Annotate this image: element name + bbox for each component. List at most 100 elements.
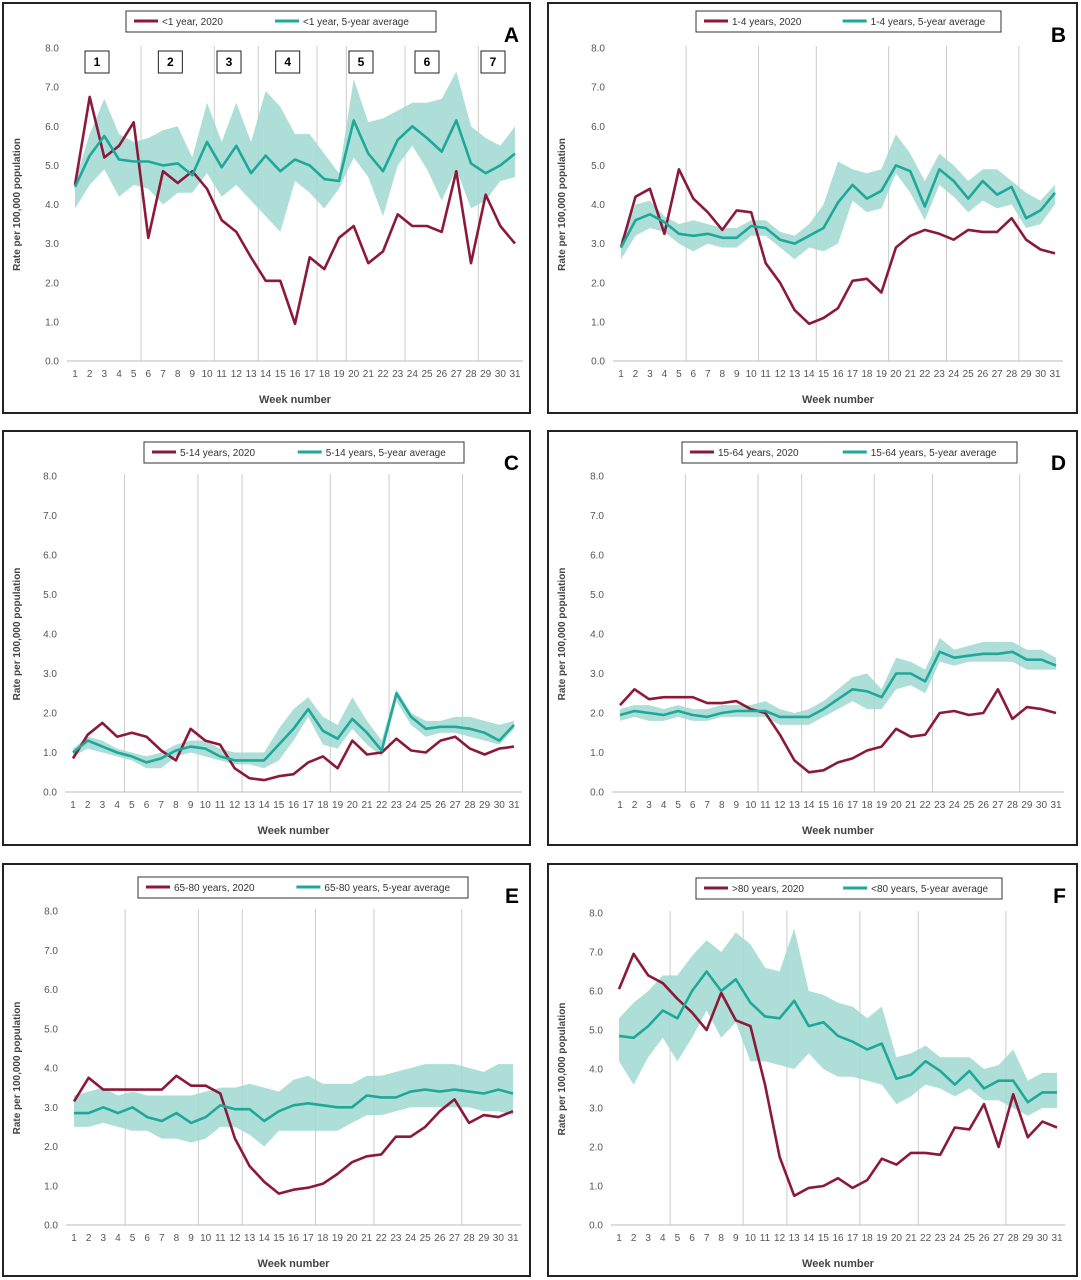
period-label: 4 — [284, 55, 291, 69]
y-tick-label: 5.0 — [590, 590, 604, 601]
y-tick-label: 0.0 — [590, 788, 604, 799]
y-tick-label: 2.0 — [590, 709, 604, 720]
x-tick-label: 23 — [934, 800, 946, 811]
x-tick-label: 29 — [1021, 800, 1033, 811]
x-tick-label: 23 — [934, 369, 946, 380]
x-tick-label: 14 — [259, 1233, 271, 1244]
x-tick-label: 18 — [862, 1233, 874, 1244]
panel-letter: F — [1053, 885, 1066, 908]
x-tick-label: 27 — [449, 1233, 461, 1244]
chart-panel-d: 0.0 1.0 2.0 3.0 4.0 5.0 6.0 7.0 8.0 1 2 3 4 5 6 7 8 9 10 11… — [547, 430, 1078, 846]
y-axis-label: Rate per 100,000 population — [12, 1002, 23, 1135]
x-tick-label: 22 — [376, 800, 388, 811]
x-tick-label: 1 — [72, 369, 78, 380]
series-line-2020 — [617, 952, 1058, 1198]
x-tick-label: 3 — [102, 369, 108, 380]
y-tick-label: 4.0 — [43, 630, 57, 641]
y-tick-label: 8.0 — [589, 909, 603, 920]
x-axis-label: Week number — [802, 1258, 875, 1270]
x-tick-label: 1 — [70, 800, 76, 811]
x-tick-label: 25 — [421, 369, 433, 380]
series-line-average — [73, 119, 516, 188]
x-tick-label: 13 — [789, 369, 801, 380]
x-tick-label: 16 — [832, 369, 844, 380]
chart-svg: 0.01.02.03.04.05.06.07.08.01 2 3 4 5 6 7 8 9 10 11… — [557, 10, 1066, 406]
x-tick-label: 21 — [361, 1233, 373, 1244]
y-tick-label: 0.0 — [43, 788, 57, 799]
x-tick-label: 9 — [188, 1233, 194, 1244]
x-tick-label: 19 — [876, 1233, 888, 1244]
series-line-2020 — [71, 721, 515, 782]
panel-letter: A — [504, 24, 519, 47]
x-tick-label: 7 — [704, 1233, 710, 1244]
x-tick-label: 17 — [847, 1233, 859, 1244]
x-tick-label: 11 — [215, 1233, 226, 1244]
x-tick-label: 5 — [129, 800, 135, 811]
x-tick-label: 24 — [948, 369, 960, 380]
x-tick-label: 21 — [361, 800, 373, 811]
chart-svg: 0.01.02.03.04.05.06.07.08.01 2 3 4 5 6 7 8 9 10 11… — [12, 441, 522, 837]
y-tick-label: 1.0 — [43, 748, 57, 759]
panel-letter: C — [504, 452, 519, 475]
y-axis-label: Rate per 100,000 population — [557, 138, 568, 271]
period-label: 6 — [424, 55, 431, 69]
y-tick-label: 3.0 — [591, 239, 605, 250]
legend-entry: 65-80 years, 5-year average — [324, 883, 450, 894]
chart-panel-a: 0.0 1.0 2.0 3.0 4.0 5.0 6.0 7.0 8.0 1 2 3 4 5 6 7 8 9 10 11… — [2, 2, 531, 414]
x-tick-label: 30 — [1036, 800, 1048, 811]
x-tick-label: 18 — [317, 800, 329, 811]
series-line-2020 — [619, 168, 1056, 326]
x-tick-label: 29 — [478, 1233, 490, 1244]
x-tick-label: 2 — [631, 1233, 637, 1244]
period-box — [275, 50, 301, 74]
y-axis-label: Rate per 100,000 population — [12, 568, 23, 701]
x-tick-label: 24 — [405, 1233, 417, 1244]
y-tick-label: 0.0 — [589, 1221, 603, 1232]
y-tick-label: 7.0 — [591, 83, 605, 94]
legend-entry: 1-4 years, 2020 — [732, 17, 802, 28]
y-tick-label: 7.0 — [589, 948, 603, 959]
x-tick-label: 8 — [175, 369, 181, 380]
x-tick-label: 26 — [977, 369, 989, 380]
y-tick-label: 6.0 — [45, 122, 59, 133]
x-tick-label: 24 — [407, 369, 419, 380]
x-tick-label: 25 — [963, 369, 975, 380]
x-tick-label: 4 — [660, 1233, 666, 1244]
y-tick-label: 3.0 — [44, 1103, 58, 1114]
x-tick-label: 13 — [244, 800, 256, 811]
y-tick-label: 8.0 — [590, 472, 604, 483]
x-tick-label: 15 — [273, 1233, 285, 1244]
x-tick-label: 1 — [618, 369, 624, 380]
y-tick-label: 1.0 — [589, 1182, 603, 1193]
x-tick-label: 26 — [436, 369, 448, 380]
x-tick-label: 22 — [920, 1233, 932, 1244]
x-tick-label: 23 — [935, 1233, 947, 1244]
y-tick-label: 4.0 — [591, 200, 605, 211]
y-tick-label: 0.0 — [44, 1221, 58, 1232]
x-tick-label: 31 — [509, 369, 521, 380]
x-tick-label: 23 — [392, 369, 404, 380]
x-tick-label: 30 — [495, 369, 507, 380]
x-tick-label: 16 — [832, 800, 844, 811]
legend: >80 years, 2020 <80 years, 5-year average — [695, 877, 1003, 900]
x-tick-label: 13 — [245, 369, 257, 380]
y-axis-label: Rate per 100,000 population — [557, 1003, 568, 1136]
y-tick-label: 8.0 — [45, 44, 59, 55]
x-tick-label: 2 — [87, 369, 93, 380]
x-tick-label: 22 — [919, 369, 931, 380]
period-box — [414, 50, 440, 74]
x-tick-label: 15 — [818, 1233, 830, 1244]
x-tick-label: 11 — [760, 800, 771, 811]
series-line-average — [72, 692, 515, 764]
x-tick-label: 13 — [789, 800, 801, 811]
legend-entry: 15-64 years, 5-year average — [871, 448, 997, 459]
x-tick-label: 12 — [231, 369, 243, 380]
x-tick-label: 14 — [804, 369, 816, 380]
x-tick-label: 26 — [978, 1233, 990, 1244]
y-tick-label: 5.0 — [44, 1024, 58, 1035]
x-tick-label: 15 — [818, 800, 830, 811]
x-tick-label: 15 — [275, 369, 287, 380]
y-tick-label: 2.0 — [589, 1143, 603, 1154]
x-tick-label: 31 — [1050, 800, 1062, 811]
x-tick-label: 26 — [435, 800, 447, 811]
